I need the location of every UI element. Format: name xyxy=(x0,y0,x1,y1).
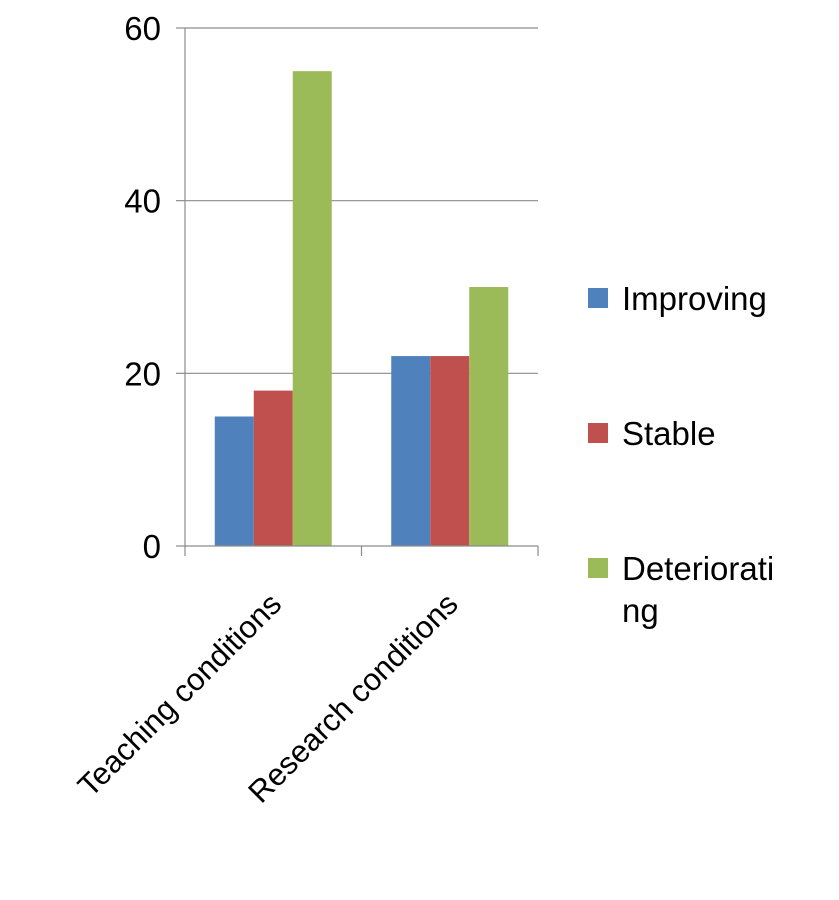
legend-label-deteriorating: Deteriorati ng xyxy=(622,550,774,629)
legend-swatch-deteriorating xyxy=(588,558,608,578)
bar-deteriorating-2 xyxy=(469,287,509,546)
legend-label-improving: Improving xyxy=(622,280,767,317)
bars xyxy=(214,71,509,547)
bar-stable-2 xyxy=(430,356,470,546)
y-tick-label: 0 xyxy=(143,528,161,565)
bar-improving-2 xyxy=(391,356,431,546)
bar-stable-1 xyxy=(253,390,293,546)
y-tick-label: 60 xyxy=(124,10,161,47)
legend-swatch-improving xyxy=(588,288,608,308)
legend-swatch-stable xyxy=(588,423,608,443)
bar-deteriorating-1 xyxy=(292,71,332,547)
axes xyxy=(176,27,539,556)
y-tick-labels: 0 20 40 60 xyxy=(124,10,161,565)
y-tick-label: 20 xyxy=(124,355,161,392)
legend: Improving Stable Deteriorati ng xyxy=(588,280,774,629)
bar-improving-1 xyxy=(214,416,254,546)
legend-label-stable: Stable xyxy=(622,415,716,452)
y-tick-label: 40 xyxy=(124,183,161,220)
